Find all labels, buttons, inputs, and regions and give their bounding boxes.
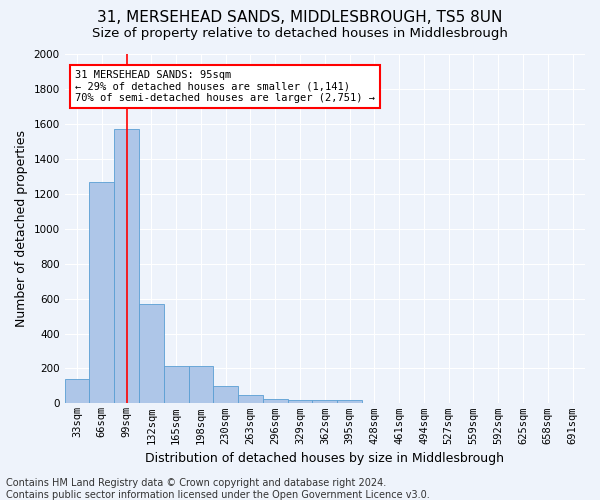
Text: Contains HM Land Registry data © Crown copyright and database right 2024.
Contai: Contains HM Land Registry data © Crown c…: [6, 478, 430, 500]
Bar: [65, 379, 89, 404]
Bar: [139, 304, 164, 404]
X-axis label: Distribution of detached houses by size in Middlesbrough: Distribution of detached houses by size …: [145, 452, 505, 465]
Bar: [89, 182, 114, 404]
Bar: [114, 129, 139, 404]
Y-axis label: Number of detached properties: Number of detached properties: [15, 130, 28, 327]
Bar: [337, 400, 362, 404]
Bar: [214, 386, 238, 404]
Bar: [287, 400, 313, 404]
Bar: [164, 366, 188, 404]
Text: 31, MERSEHEAD SANDS, MIDDLESBROUGH, TS5 8UN: 31, MERSEHEAD SANDS, MIDDLESBROUGH, TS5 …: [97, 10, 503, 25]
Bar: [188, 366, 214, 404]
Bar: [263, 399, 287, 404]
Text: 31 MERSEHEAD SANDS: 95sqm
← 29% of detached houses are smaller (1,141)
70% of se: 31 MERSEHEAD SANDS: 95sqm ← 29% of detac…: [75, 70, 375, 103]
Bar: [238, 394, 263, 404]
Bar: [313, 400, 337, 404]
Text: Size of property relative to detached houses in Middlesbrough: Size of property relative to detached ho…: [92, 28, 508, 40]
